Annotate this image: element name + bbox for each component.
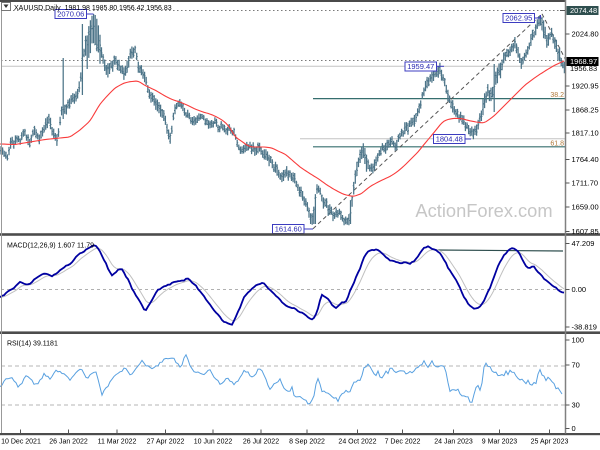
svg-text:MACD(12,26,9) 1.607 11.79: MACD(12,26,9) 1.607 11.79 (7, 243, 94, 250)
svg-text:2062.95: 2062.95 (505, 14, 532, 23)
svg-text:10 Dec 2021: 10 Dec 2021 (1, 439, 41, 446)
svg-text:1804.48: 1804.48 (436, 135, 463, 144)
svg-text:100: 100 (572, 336, 585, 345)
svg-text:1614.60: 1614.60 (275, 225, 302, 234)
svg-text:61.8: 61.8 (550, 140, 564, 147)
svg-text:0.00: 0.00 (572, 285, 587, 294)
svg-text:1868.25: 1868.25 (572, 106, 599, 115)
svg-text:1956.83: 1956.83 (570, 64, 597, 73)
svg-text:7 Dec 2022: 7 Dec 2022 (385, 439, 421, 446)
svg-text:47.209: 47.209 (572, 239, 595, 248)
svg-text:1659.00: 1659.00 (572, 203, 599, 212)
svg-text:25 Apr 2023: 25 Apr 2023 (531, 439, 569, 446)
svg-text:XAUUSD,Daily 1981.98 1985.80: XAUUSD,Daily 1981.98 1985.80 1956.42 195… (14, 5, 172, 12)
svg-text:8 Sep 2022: 8 Sep 2022 (289, 439, 325, 446)
svg-text:1711.70: 1711.70 (572, 179, 599, 188)
svg-text:27 Apr 2022: 27 Apr 2022 (147, 439, 185, 446)
svg-text:1817.10: 1817.10 (572, 129, 599, 138)
svg-text:RSI(14) 39.1181: RSI(14) 39.1181 (7, 341, 58, 348)
svg-text:24 Oct 2022: 24 Oct 2022 (338, 439, 376, 446)
svg-text:38.2: 38.2 (550, 92, 564, 99)
svg-text:11 Mar 2022: 11 Mar 2022 (98, 439, 137, 446)
svg-text:1968.97: 1968.97 (570, 57, 597, 66)
svg-text:ActionForex.com: ActionForex.com (415, 200, 552, 221)
svg-text:70: 70 (572, 361, 580, 370)
svg-text:2070.06: 2070.06 (57, 10, 84, 19)
svg-text:0: 0 (572, 424, 576, 433)
svg-text:-38.819: -38.819 (572, 323, 597, 332)
svg-text:26 Jan 2022: 26 Jan 2022 (49, 439, 88, 446)
svg-text:24 Jan 2023: 24 Jan 2023 (434, 439, 473, 446)
svg-text:9 Mar 2023: 9 Mar 2023 (482, 439, 518, 446)
svg-text:1607.85: 1607.85 (572, 227, 599, 236)
svg-text:2024.80: 2024.80 (572, 30, 599, 39)
svg-text:26 Jul 2022: 26 Jul 2022 (243, 439, 279, 446)
svg-text:1959.47: 1959.47 (407, 62, 434, 71)
svg-text:2074.48: 2074.48 (570, 6, 597, 15)
svg-text:30: 30 (572, 401, 580, 410)
svg-text:1920.95: 1920.95 (572, 82, 599, 91)
svg-text:10 Jun 2022: 10 Jun 2022 (194, 439, 233, 446)
svg-text:1764.40: 1764.40 (572, 155, 599, 164)
